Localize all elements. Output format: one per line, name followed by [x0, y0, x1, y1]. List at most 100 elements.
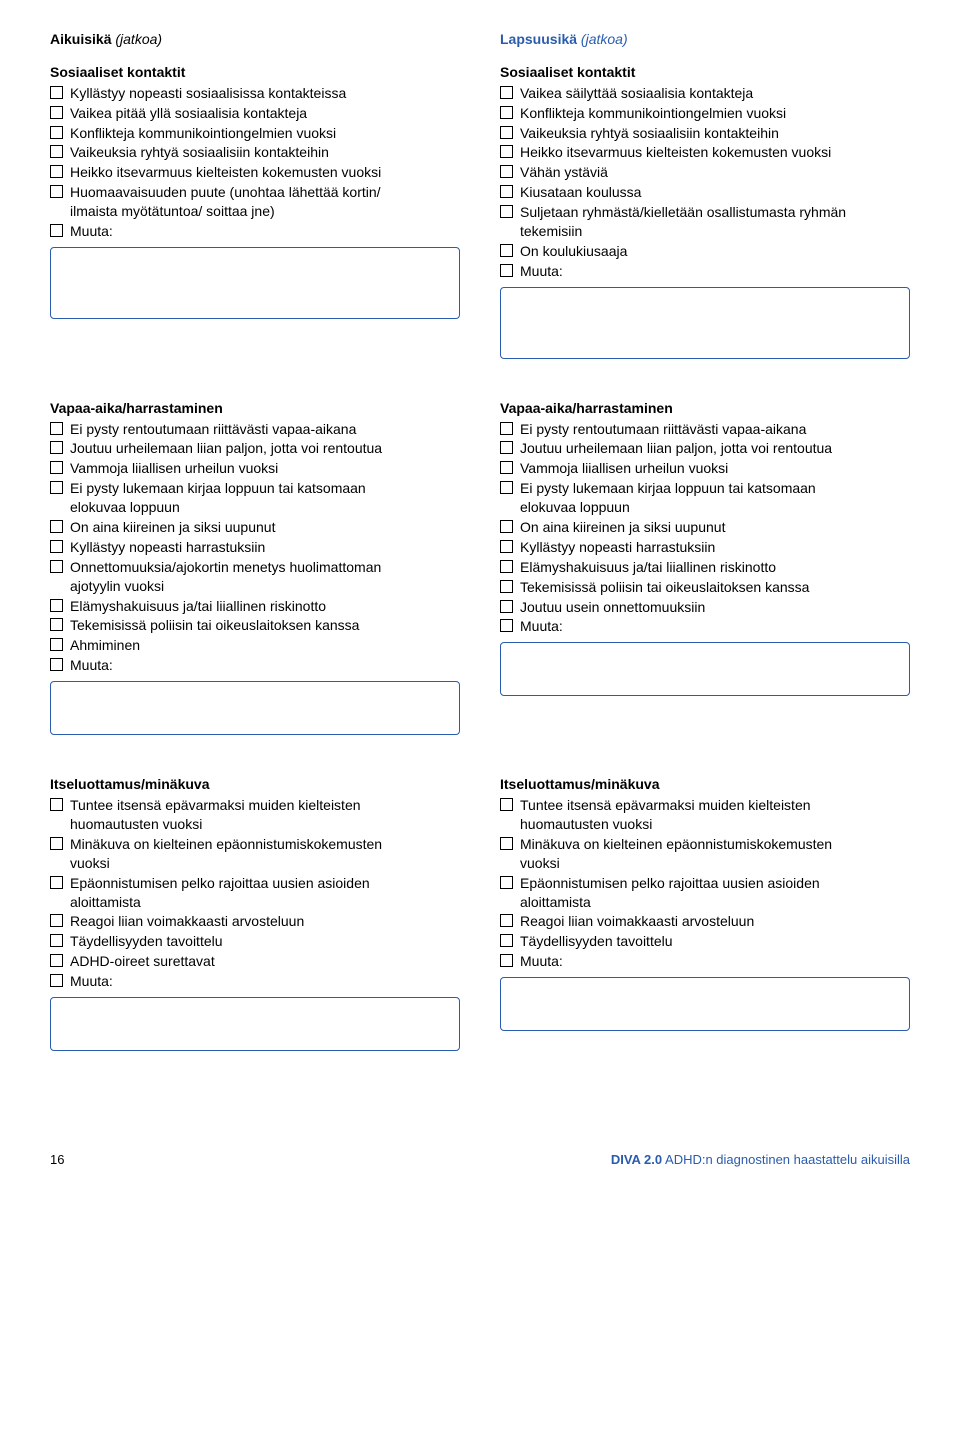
checkbox-icon[interactable] [50, 461, 63, 474]
checkbox-icon[interactable] [500, 837, 513, 850]
checkbox-icon[interactable] [500, 560, 513, 573]
checkbox-icon[interactable] [500, 619, 513, 632]
checkbox-label-line: On koulukiusaaja [520, 242, 910, 261]
checkbox-icon[interactable] [50, 145, 63, 158]
checkbox-icon[interactable] [500, 540, 513, 553]
checkbox-icon[interactable] [500, 126, 513, 139]
checkbox-label-line: Vaikea säilyttää sosiaalisia kontakteja [520, 84, 910, 103]
checkbox-icon[interactable] [50, 618, 63, 631]
checkbox-label-line: Muuta: [520, 952, 910, 971]
notes-textbox[interactable] [50, 681, 460, 735]
checkbox-icon[interactable] [500, 600, 513, 613]
checkbox-label-line: Elämyshakuisuus ja/tai liiallinen riskin… [70, 597, 460, 616]
notes-textbox[interactable] [500, 287, 910, 359]
checkbox-icon[interactable] [50, 954, 63, 967]
checkbox-icon[interactable] [50, 441, 63, 454]
checkbox-item: Kyllästyy nopeasti harrastuksiin [500, 538, 910, 557]
checkbox-icon[interactable] [500, 914, 513, 927]
checkbox-label: Ei pysty rentoutumaan riittävästi vapaa-… [520, 420, 910, 439]
checkbox-icon[interactable] [50, 914, 63, 927]
checkbox-item: Reagoi liian voimakkaasti arvosteluun [500, 912, 910, 931]
checkbox-label-line: Vaikeuksia ryhtyä sosiaalisiin kontaktei… [70, 143, 460, 162]
checkbox-label-line: Muuta: [70, 222, 460, 241]
checkbox-item: Muuta: [500, 617, 910, 636]
checkbox-icon[interactable] [500, 106, 513, 119]
checkbox-icon[interactable] [50, 422, 63, 435]
checkbox-icon[interactable] [50, 86, 63, 99]
checkbox-icon[interactable] [50, 638, 63, 651]
checkbox-label: Vaikea säilyttää sosiaalisia kontakteja [520, 84, 910, 103]
checkbox-icon[interactable] [50, 126, 63, 139]
checkbox-label: Muuta: [70, 972, 460, 991]
checkbox-icon[interactable] [50, 481, 63, 494]
checkbox-icon[interactable] [500, 481, 513, 494]
checkbox-label: Vähän ystäviä [520, 163, 910, 182]
checkbox-icon[interactable] [50, 185, 63, 198]
checkbox-label-line: Reagoi liian voimakkaasti arvosteluun [70, 912, 460, 931]
checkbox-item: Epäonnistumisen pelko rajoittaa uusien a… [50, 874, 460, 912]
checkbox-item: Joutuu urheilemaan liian paljon, jotta v… [50, 439, 460, 458]
checkbox-label: Joutuu urheilemaan liian paljon, jotta v… [520, 439, 910, 458]
adult-age-header: Aikuisikä (jatkoa) [50, 30, 460, 49]
checkbox-icon[interactable] [50, 520, 63, 533]
checkbox-icon[interactable] [500, 580, 513, 593]
checkbox-item: Täydellisyyden tavoittelu [50, 932, 460, 951]
checkbox-label: Tekemisissä poliisin tai oikeuslaitoksen… [520, 578, 910, 597]
checkbox-item: Vähän ystäviä [500, 163, 910, 182]
checkbox-icon[interactable] [50, 540, 63, 553]
checkbox-label-line: Joutuu urheilemaan liian paljon, jotta v… [70, 439, 460, 458]
checkbox-icon[interactable] [500, 798, 513, 811]
checkbox-icon[interactable] [500, 441, 513, 454]
checkbox-label: Epäonnistumisen pelko rajoittaa uusien a… [520, 874, 910, 912]
checkbox-icon[interactable] [50, 974, 63, 987]
checkbox-label: Heikko itsevarmuus kielteisten kokemuste… [70, 163, 460, 182]
checkbox-icon[interactable] [500, 934, 513, 947]
checkbox-item: Vammoja liiallisen urheilun vuoksi [50, 459, 460, 478]
checkbox-icon[interactable] [50, 658, 63, 671]
checkbox-icon[interactable] [50, 837, 63, 850]
checkbox-label: Reagoi liian voimakkaasti arvosteluun [520, 912, 910, 931]
footer-bold: DIVA 2.0 [611, 1152, 662, 1167]
checkbox-icon[interactable] [500, 244, 513, 257]
checkbox-icon[interactable] [500, 205, 513, 218]
checkbox-icon[interactable] [500, 185, 513, 198]
checkbox-icon[interactable] [50, 798, 63, 811]
checkbox-label-line: Joutuu urheilemaan liian paljon, jotta v… [520, 439, 910, 458]
checkbox-label-line: Kyllästyy nopeasti harrastuksiin [520, 538, 910, 557]
notes-textbox[interactable] [50, 247, 460, 319]
checkbox-label: Vaikeuksia ryhtyä sosiaalisiin kontaktei… [70, 143, 460, 162]
checkbox-label: Vaikea pitää yllä sosiaalisia kontakteja [70, 104, 460, 123]
checkbox-icon[interactable] [50, 934, 63, 947]
checkbox-label-line: Tekemisissä poliisin tai oikeuslaitoksen… [70, 616, 460, 635]
checkbox-label: Tekemisissä poliisin tai oikeuslaitoksen… [70, 616, 460, 635]
checkbox-icon[interactable] [50, 224, 63, 237]
notes-textbox[interactable] [50, 997, 460, 1051]
checkbox-icon[interactable] [50, 876, 63, 889]
checkbox-label: Täydellisyyden tavoittelu [70, 932, 460, 951]
notes-textbox[interactable] [500, 977, 910, 1031]
footer: 16 DIVA 2.0 ADHD:n diagnostinen haastatt… [0, 1151, 960, 1189]
checkbox-item: Muuta: [50, 972, 460, 991]
checkbox-icon[interactable] [500, 954, 513, 967]
checkbox-label-line: Ei pysty lukemaan kirjaa loppuun tai kat… [70, 479, 460, 498]
checkbox-icon[interactable] [500, 86, 513, 99]
checkbox-icon[interactable] [50, 560, 63, 573]
left-col-2: Vapaa-aika/harrastaminenEi pysty rentout… [50, 399, 460, 735]
checkbox-label-line: Minäkuva on kielteinen epäonnistumiskoke… [520, 835, 910, 854]
checkbox-icon[interactable] [50, 106, 63, 119]
right-section-0: Sosiaaliset kontaktitVaikea säilyttää so… [500, 63, 910, 359]
checkbox-icon[interactable] [500, 876, 513, 889]
checkbox-icon[interactable] [50, 165, 63, 178]
notes-textbox[interactable] [500, 642, 910, 696]
checkbox-item: Vammoja liiallisen urheilun vuoksi [500, 459, 910, 478]
checkbox-icon[interactable] [500, 165, 513, 178]
checkbox-icon[interactable] [500, 422, 513, 435]
checkbox-item: Tekemisissä poliisin tai oikeuslaitoksen… [500, 578, 910, 597]
checkbox-label-line: Elämyshakuisuus ja/tai liiallinen riskin… [520, 558, 910, 577]
checkbox-item: Ahmiminen [50, 636, 460, 655]
checkbox-icon[interactable] [500, 520, 513, 533]
checkbox-icon[interactable] [50, 599, 63, 612]
checkbox-icon[interactable] [500, 264, 513, 277]
checkbox-icon[interactable] [500, 145, 513, 158]
checkbox-icon[interactable] [500, 461, 513, 474]
